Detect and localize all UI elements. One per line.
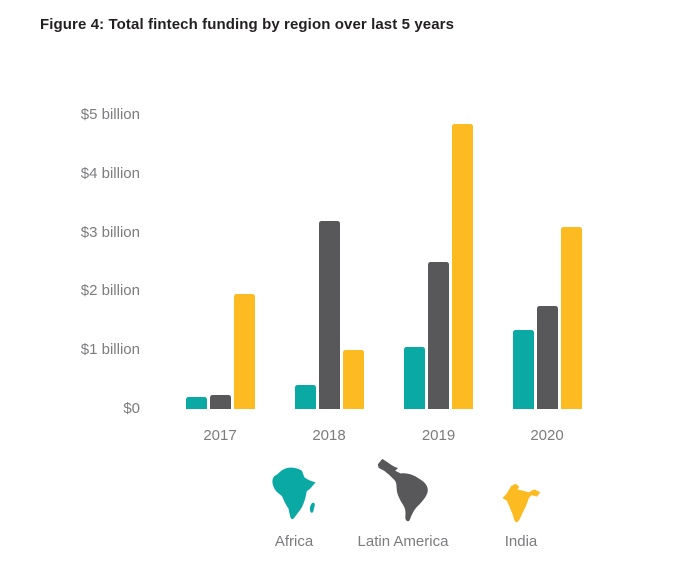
y-axis-tick: $1 billion [80, 341, 140, 359]
africa-map-icon [272, 467, 316, 520]
legend-label-africa: Africa [274, 533, 314, 550]
bar-chart: $0 $1 billion $2 billion $3 billion $4 billi… [80, 106, 582, 444]
y-axis-tick: $4 billion [80, 164, 140, 182]
legend-label-latin-america: Latin America [357, 533, 449, 550]
legend-item-africa: Africa [254, 457, 334, 550]
india-map-icon [502, 483, 541, 523]
bar-latin-america-2017 [209, 395, 231, 409]
y-axis-tick: $0 [123, 400, 140, 417]
x-axis-tick-2020: 2020 [530, 427, 564, 444]
bar-india-2020 [560, 226, 582, 409]
x-axis-tick-2019: 2019 [421, 427, 456, 444]
x-axis-tick-2017: 2017 [203, 427, 237, 444]
latin-america-map-icon [377, 458, 428, 522]
bar-africa-2020 [512, 329, 534, 409]
bar-africa-2019 [404, 347, 425, 409]
bar-latin-america-2018 [318, 220, 340, 409]
bar-africa-2018 [294, 385, 316, 409]
legend-item-india: India [481, 457, 561, 550]
x-axis-tick-2018: 2018 [312, 427, 346, 444]
y-axis-tick: $2 billion [80, 282, 140, 300]
bar-india-2017 [233, 294, 255, 409]
legend-label-india: India [504, 533, 538, 550]
bar-india-2019 [452, 123, 473, 409]
bar-india-2018 [342, 350, 364, 409]
y-axis-tick: $5 billion [80, 106, 140, 123]
y-axis-tick: $3 billion [80, 223, 140, 241]
figure-title: Figure 4: Total fintech funding by regio… [40, 16, 455, 33]
bar-latin-america-2019 [428, 262, 449, 409]
bar-africa-2017 [185, 397, 207, 409]
bar-latin-america-2020 [536, 306, 558, 409]
legend-item-latin-america: Latin America [343, 457, 463, 550]
